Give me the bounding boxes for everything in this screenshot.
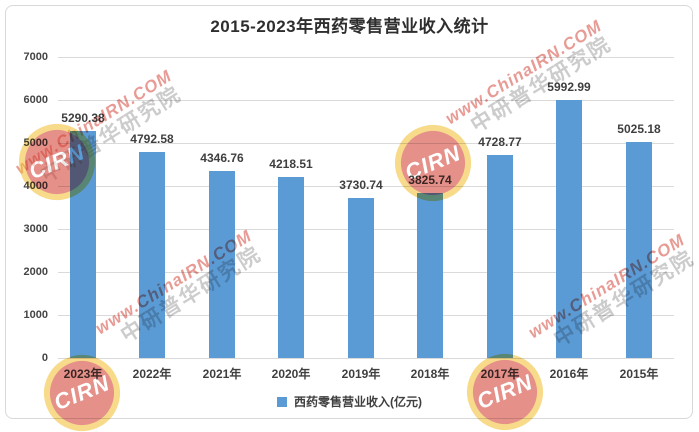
- y-axis-tick-label: 6000: [23, 94, 48, 106]
- bar-value-label: 5025.18: [617, 122, 661, 136]
- bar-value-label: 4792.58: [130, 132, 174, 146]
- bar-value-label: 4728.77: [478, 135, 522, 149]
- y-axis-tick-label: 7000: [23, 51, 48, 63]
- bar-value-label: 4346.76: [200, 151, 244, 165]
- gridline: [58, 358, 674, 359]
- bar-2016年: [556, 100, 582, 358]
- bar-value-label: 4218.51: [269, 157, 313, 171]
- legend-label: 西药零售营业收入(亿元): [294, 395, 422, 409]
- bar-2019年: [348, 198, 374, 358]
- legend: 西药零售营业收入(亿元): [0, 393, 699, 410]
- bar-value-label: 5290.38: [61, 111, 105, 125]
- x-axis-category-label: 2017年: [480, 367, 520, 381]
- x-axis-category-label: 2020年: [271, 367, 311, 381]
- bar-2021年: [209, 171, 235, 358]
- chart-title: 2015-2023年西药零售营业收入统计: [210, 17, 489, 36]
- x-axis-category-label: 2019年: [341, 367, 381, 381]
- y-axis-tick-label: 3000: [23, 223, 48, 235]
- x-axis-category-label: 2016年: [549, 367, 589, 381]
- bar-value-label: 3825.74: [408, 173, 452, 187]
- bar-2017年: [487, 155, 513, 358]
- gridline: [58, 143, 674, 144]
- x-axis-category-label: 2023年: [63, 367, 103, 381]
- bar-2020年: [278, 177, 304, 358]
- gridline: [58, 186, 674, 187]
- x-axis-category-label: 2015年: [619, 367, 659, 381]
- legend-marker-icon: [277, 396, 287, 407]
- bar-2023年: [70, 131, 96, 358]
- bar-value-label: 3730.74: [339, 178, 383, 192]
- y-axis-tick-label: 1000: [23, 309, 48, 321]
- bar-value-label: 5992.99: [547, 80, 591, 94]
- gridline: [58, 100, 674, 101]
- y-axis-tick-label: 0: [41, 352, 48, 364]
- bar-2022年: [139, 152, 165, 358]
- gridline: [58, 57, 674, 58]
- y-axis-tick-label: 5000: [23, 137, 48, 149]
- y-axis-tick-label: 4000: [23, 180, 48, 192]
- x-axis-category-label: 2021年: [202, 367, 242, 381]
- bar-2015年: [626, 142, 652, 358]
- x-axis-category-label: 2018年: [410, 367, 450, 381]
- x-axis-category-label: 2022年: [132, 367, 172, 381]
- y-axis-tick-label: 2000: [23, 266, 48, 278]
- bar-2018年: [417, 193, 443, 358]
